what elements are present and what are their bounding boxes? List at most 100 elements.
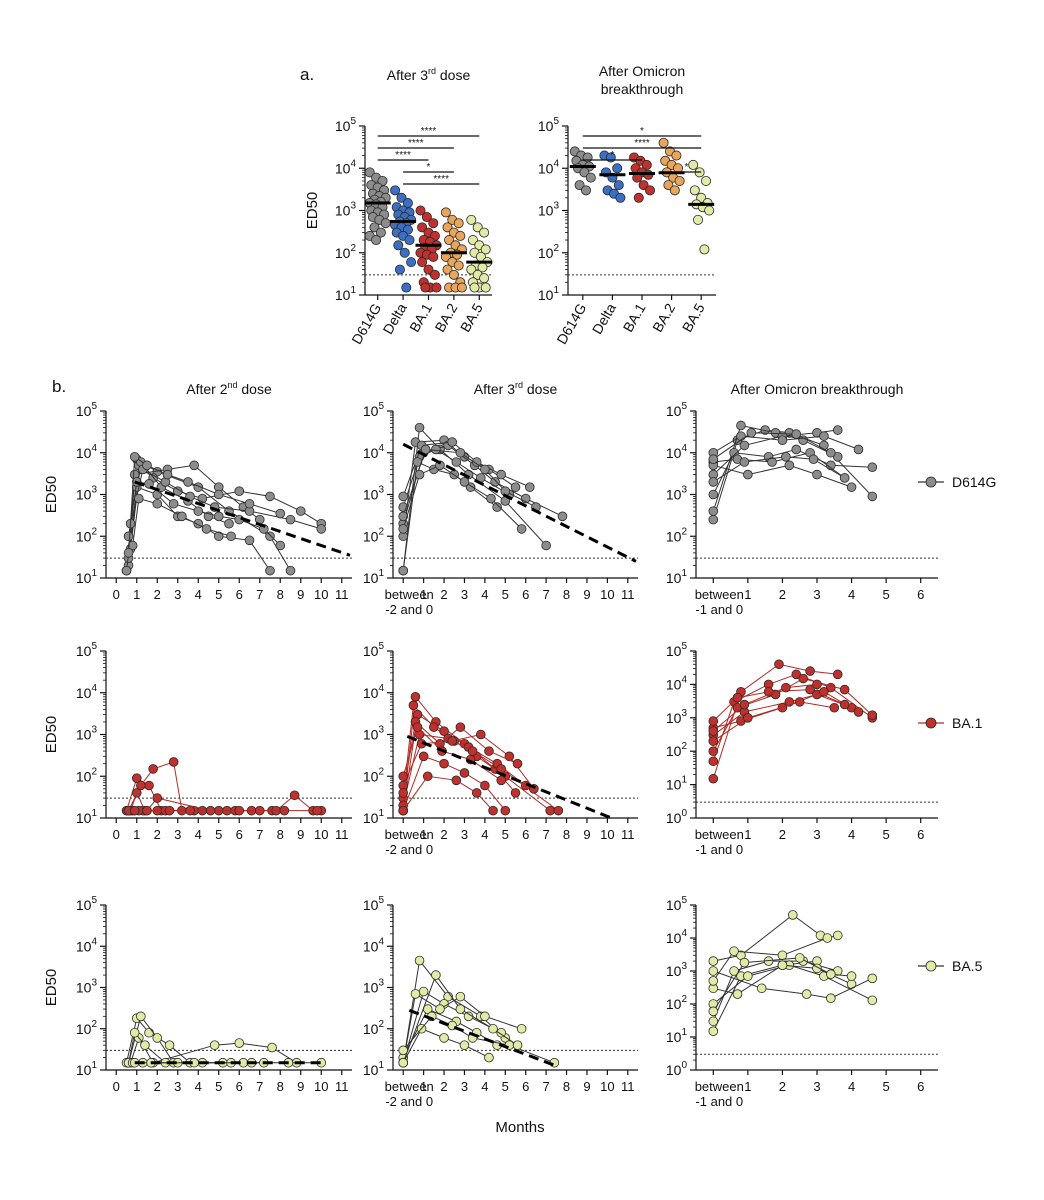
b_omi_BA1-y-tick-label: 101 (666, 775, 688, 793)
subject-point-D614G (398, 524, 409, 534)
dot-BA.2 (453, 218, 464, 229)
subject-point-BA.5 (826, 993, 836, 1003)
b_2nd_BA5-x-tick-label: 3 (174, 1079, 181, 1094)
subject-point-D614G (708, 477, 719, 487)
dot-BA.2 (671, 150, 682, 161)
line-plot-b_2nd_BA1: 101 102 103 104 105 0 1 2 3 4 5 6 7 8 9 10 11 ED50 (43, 641, 352, 842)
b_omi_BA1-x-tick-label: between (695, 827, 744, 842)
b_omi_BA1-x-tick-label: 6 (917, 827, 924, 842)
subject-point-D614G (516, 524, 527, 534)
legend-marker (925, 476, 937, 488)
a_left-y-tick-label: 104 (335, 158, 357, 176)
b_2nd_BA5-x-tick-label: 11 (335, 1079, 349, 1094)
a_right-y-tick-label: 102 (538, 243, 560, 261)
b_2nd_BA5-y-tick-label: 101 (76, 1060, 98, 1078)
b_2nd_BA1-x-tick-label: 2 (154, 827, 161, 842)
subject-point-D614G (189, 460, 199, 471)
b_3rd_D614G-y-tick-label: 104 (363, 443, 385, 461)
subject-point-BA.1 (839, 699, 850, 710)
subject-line (402, 959, 506, 1063)
b_2nd_BA1-y-tick-label: 101 (76, 808, 98, 826)
dot-BA.2 (444, 235, 455, 246)
subject-point-BA.1 (794, 697, 805, 707)
subject-line (713, 432, 832, 460)
b_2nd_BA1-y-tick-label: 102 (76, 766, 98, 784)
dot-BA.1 (638, 180, 649, 191)
subject-point-D614G (791, 444, 802, 455)
subject-point-BA.5 (867, 973, 878, 984)
subject-point-BA.1 (708, 756, 719, 767)
subject-line (402, 993, 522, 1063)
subject-point-BA.5 (431, 970, 441, 980)
dot-BA.1 (431, 282, 442, 293)
b_3rd_D614G-x-tick-label: between (385, 587, 434, 602)
subject-point-D614G (123, 531, 134, 542)
b_3rd_BA5-x-tick-label: 11 (621, 1079, 635, 1094)
b_3rd_BA5-x-tick-label: 2 (440, 1079, 447, 1094)
subject-point-BA.1 (812, 679, 822, 690)
subject-point-D614G (226, 531, 236, 542)
b_2nd_BA5-y-tick-label: 105 (76, 895, 98, 913)
dot-BA.1 (645, 185, 656, 196)
subject-point-D614G (234, 486, 245, 496)
subject-point-BA.5 (488, 1023, 498, 1034)
subject-point-BA.1 (853, 707, 864, 717)
b_2nd_D614G-x-tick-label: 2 (154, 587, 161, 602)
subject-point-D614G (455, 447, 466, 458)
b_3rd_BA1-y-tick-label: 105 (363, 641, 385, 659)
subject-point-BA.1 (839, 684, 850, 695)
b_3rd_D614G-y-tick-label: 102 (363, 526, 385, 544)
line-plot-b_2nd_D614G: 101 102 103 104 105 0 1 2 3 4 5 6 7 8 9 10 11 ED50 After 2… (43, 380, 352, 602)
dot-BA.5 (704, 205, 715, 216)
subject-point-BA.5 (708, 1006, 719, 1017)
b_2nd_BA1-y-tick-label: 103 (76, 725, 98, 743)
a_left-x-tick-label: BA.1 (406, 300, 435, 334)
subject-point-BA.5 (144, 1027, 154, 1038)
subject-point-BA.5 (787, 910, 798, 920)
subject-point-D614G (867, 462, 878, 473)
subject-point-BA.1 (451, 775, 462, 786)
subject-point-D614G (265, 531, 275, 542)
b_3rd_BA5-x-tick-label: between (385, 1079, 434, 1094)
subject-point-BA.5 (455, 1004, 466, 1014)
b_3rd_BA5-x-tick-label: 9 (583, 1079, 590, 1094)
subject-point-BA.1 (743, 712, 753, 723)
line-plot-b_omi_BA1: 100 101 102 103 104 105 between-1 and 01 2 3 4 5 6 (666, 641, 938, 857)
b_2nd_BA1-x-tick-label: 6 (236, 827, 243, 842)
b_2nd_BA1-x-tick-label: 5 (215, 827, 222, 842)
panel-a-letter: a. (300, 65, 314, 84)
significance-label: **** (634, 138, 650, 149)
b_3rd_BA5-y-tick-label: 103 (363, 978, 385, 996)
b_3rd_D614G-title: After 3rd dose (474, 380, 558, 397)
b_3rd_BA1-x-tick-label: 9 (583, 827, 590, 842)
dot-BA.5 (699, 244, 710, 255)
dot-D614G (369, 222, 380, 233)
b_omi_BA1-y-tick-label: 100 (666, 808, 688, 826)
subject-point-BA.1 (408, 700, 419, 711)
a_left-x-tick-label: BA.2 (431, 300, 460, 334)
subject-point-BA.5 (826, 969, 836, 979)
subject-point-D614G (420, 444, 431, 455)
subject-point-BA.5 (846, 971, 857, 981)
legend-label: BA.1 (952, 715, 983, 731)
b_omi_BA5-x-tick-label: 1 (744, 1079, 751, 1094)
b_3rd_BA1-x-tick-label: 10 (600, 827, 614, 842)
a_left-y-tick-label: 102 (335, 243, 357, 261)
dot-BA.1 (423, 264, 434, 275)
b_omi_BA1-x-tick-label: 5 (883, 827, 890, 842)
b_2nd_D614G-y-tick-label: 102 (76, 526, 98, 544)
subject-point-BA.5 (484, 1052, 494, 1063)
subject-point-D614G (285, 514, 296, 525)
dot-BA.1 (417, 257, 428, 268)
dot-Delta (393, 240, 404, 251)
dot-BA.5 (701, 175, 712, 186)
b_3rd_D614G-y-tick-label: 101 (363, 568, 385, 586)
a_right-y-tick-label: 105 (538, 116, 560, 134)
subject-point-BA.1 (142, 805, 152, 816)
b_omi_BA5-x-tick-label: 5 (883, 1079, 890, 1094)
b_2nd_BA5-x-tick-label: 8 (277, 1079, 284, 1094)
subject-point-BA.1 (774, 659, 784, 670)
subject-point-BA.1 (254, 805, 265, 816)
legend-label: D614G (952, 474, 996, 490)
